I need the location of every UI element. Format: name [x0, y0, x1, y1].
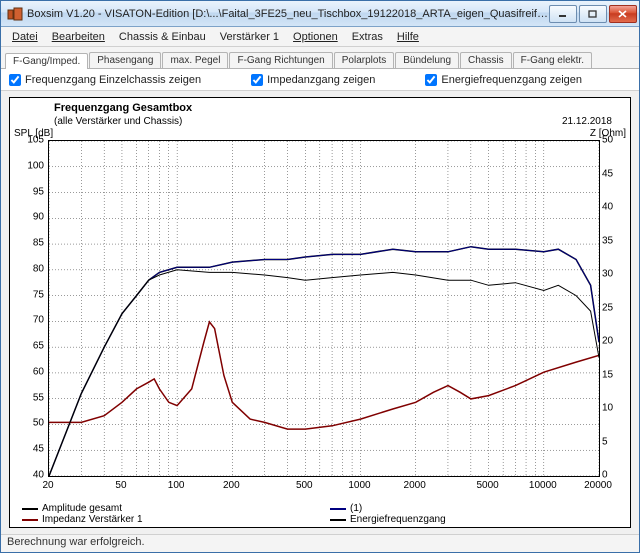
window-title: Boxsim V1.20 - VISATON-Edition [D:\...\F… [27, 8, 549, 20]
tab-polarplots[interactable]: Polarplots [334, 52, 394, 68]
menu-verstaerker[interactable]: Verstärker 1 [213, 29, 286, 45]
maximize-button[interactable] [579, 5, 607, 23]
menubar: Datei Bearbeiten Chassis & Einbau Verstä… [1, 27, 639, 47]
legend-item: Impedanz Verstärker 1 [22, 514, 310, 525]
legend-item: Amplitude gesamt [22, 503, 310, 514]
options-row: Frequenzgang Einzelchassis zeigen Impeda… [1, 69, 639, 91]
chk-einzelchassis[interactable]: Frequenzgang Einzelchassis zeigen [9, 74, 201, 86]
menu-extras[interactable]: Extras [345, 29, 390, 45]
statusbar: Berechnung war erfolgreich. [1, 534, 639, 552]
legend-item: Energiefrequenzgang [330, 514, 618, 525]
menu-datei[interactable]: Datei [5, 29, 45, 45]
chk-impedanz[interactable]: Impedanzgang zeigen [251, 74, 375, 86]
window-controls [549, 5, 637, 23]
tab-chassis[interactable]: Chassis [460, 52, 512, 68]
menu-chassis[interactable]: Chassis & Einbau [112, 29, 213, 45]
tabbar: F-Gang/Imped. Phasengang max. Pegel F-Ga… [1, 47, 639, 69]
minimize-button[interactable] [549, 5, 577, 23]
close-button[interactable] [609, 5, 637, 23]
chk-energie-input[interactable] [425, 74, 437, 86]
tab-phasengang[interactable]: Phasengang [89, 52, 161, 68]
legend-item: (1) [330, 503, 618, 514]
chart-title: Frequenzgang Gesamtbox [54, 102, 192, 114]
app-icon [7, 6, 23, 22]
legend: Amplitude gesamt (1) Impedanz Verstärker 1… [22, 503, 618, 525]
titlebar[interactable]: Boxsim V1.20 - VISATON-Edition [D:\...\F… [1, 1, 639, 27]
chk-energie[interactable]: Energiefrequenzgang zeigen [425, 74, 582, 86]
chk-impedanz-input[interactable] [251, 74, 263, 86]
chart-subtitle: (alle Verstärker und Chassis) [54, 116, 182, 127]
tab-fgang-elektr[interactable]: F-Gang elektr. [513, 52, 592, 68]
tab-fgang-imped[interactable]: F-Gang/Imped. [5, 53, 88, 69]
menu-bearbeiten[interactable]: Bearbeiten [45, 29, 112, 45]
chk-einzelchassis-input[interactable] [9, 74, 21, 86]
tab-fgang-richtungen[interactable]: F-Gang Richtungen [229, 52, 332, 68]
tab-buendelung[interactable]: Bündelung [395, 52, 459, 68]
tab-maxpegel[interactable]: max. Pegel [162, 52, 228, 68]
plot-panel: Frequenzgang Gesamtbox (alle Verstärker … [9, 97, 631, 528]
plot-svg [49, 141, 599, 476]
plot [48, 140, 600, 477]
app-window: Boxsim V1.20 - VISATON-Edition [D:\...\F… [0, 0, 640, 553]
chart-date: 21.12.2018 [562, 116, 612, 127]
menu-hilfe[interactable]: Hilfe [390, 29, 426, 45]
menu-optionen[interactable]: Optionen [286, 29, 345, 45]
